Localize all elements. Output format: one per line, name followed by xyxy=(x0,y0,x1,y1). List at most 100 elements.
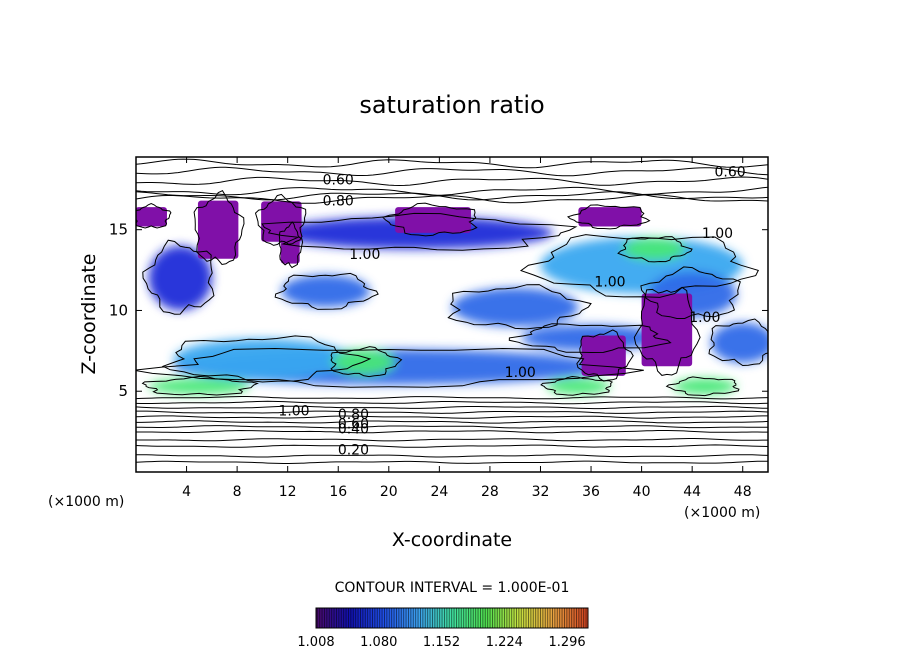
x-unit-left: (×1000 m) xyxy=(48,494,124,510)
colorbar-tick-label-4: 1.296 xyxy=(548,635,585,650)
contour-label-3: 1.00 xyxy=(702,226,733,242)
saturation-contour-0 xyxy=(136,347,644,388)
x-tick-label-1: 8 xyxy=(233,484,242,500)
x-tick-label-10: 44 xyxy=(683,484,701,500)
x-axis-ticks: 4 8 12 16 20 24 28 32 36 40 44 48 xyxy=(182,157,752,500)
x-tick-label-4: 20 xyxy=(380,484,398,500)
violet-region-7 xyxy=(136,207,167,227)
lower-contour-9 xyxy=(136,405,768,410)
x-unit-right: (×1000 m) xyxy=(684,505,760,521)
supersaturated-region-4 xyxy=(546,378,611,395)
saturation-contour-4 xyxy=(540,375,613,396)
y-tick-label-0: 5 xyxy=(118,382,128,400)
supersaturated-region-8 xyxy=(452,287,579,327)
saturation-contour-19 xyxy=(633,286,701,376)
upper-contour-1 xyxy=(136,191,768,201)
saturation-contour-13 xyxy=(274,272,379,310)
lower-contour-4 xyxy=(136,429,768,434)
saturation-contour-5 xyxy=(665,376,740,397)
x-tick-label-0: 4 xyxy=(182,484,191,500)
supersaturated-region-14 xyxy=(711,322,768,363)
x-tick-label-8: 36 xyxy=(582,484,600,500)
violet-region-3 xyxy=(578,207,642,227)
lower-contour-3 xyxy=(136,438,768,442)
lower-contour-8 xyxy=(136,410,768,414)
saturation-contour-11 xyxy=(142,239,215,315)
saturation-contour-17 xyxy=(381,202,478,237)
colorbar-frame xyxy=(315,607,589,629)
saturation-contour-2 xyxy=(330,346,403,378)
saturation-contour-12 xyxy=(508,323,672,354)
violet-region-4 xyxy=(641,293,693,367)
colorbar-ticks: 1.008 1.080 1.152 1.224 1.296 xyxy=(297,635,585,650)
upper-contour-3 xyxy=(136,176,768,187)
y-axis-ticks: 5 10 15 xyxy=(109,221,768,400)
saturation-contour-8 xyxy=(447,284,592,330)
saturation-contour-21 xyxy=(278,221,304,269)
saturation-contour-22 xyxy=(136,203,172,229)
supersaturated-region-3 xyxy=(148,378,250,395)
contour-label-2: 0.60 xyxy=(714,165,745,181)
lower-contour-1 xyxy=(136,454,768,458)
supersaturation-fills xyxy=(136,200,768,395)
saturation-contour-6 xyxy=(519,234,760,298)
x-tick-label-11: 48 xyxy=(734,484,752,500)
saturation-contour-1 xyxy=(161,335,372,383)
x-tick-label-9: 40 xyxy=(633,484,651,500)
supersaturated-region-5 xyxy=(673,378,737,395)
y-axis-label: Z-coordinate xyxy=(78,254,100,375)
lower-contour-11 xyxy=(136,396,768,400)
lower-contour-2 xyxy=(136,444,768,448)
upper-contour-2 xyxy=(136,186,768,196)
lower-contour-0 xyxy=(136,460,768,464)
colorbar-tick-label-1: 1.080 xyxy=(360,635,397,650)
upper-contour-5 xyxy=(136,158,768,169)
colorbar: 1.008 1.080 1.152 1.224 1.296 xyxy=(297,607,589,650)
plot-frame xyxy=(135,156,769,473)
contour-label-5: 1.00 xyxy=(689,310,720,326)
colorbar-tick-label-0: 1.008 xyxy=(297,635,334,650)
colorbar-stripes xyxy=(316,608,588,628)
lower-contour-5 xyxy=(136,425,768,429)
x-tick-label-3: 16 xyxy=(329,484,347,500)
plot-area: 0.600.800.601.001.001.001.00 0.800.600.40… xyxy=(135,156,769,473)
saturation-contour-9 xyxy=(261,212,578,251)
x-axis-label: X-coordinate xyxy=(392,529,512,551)
violet-region-2 xyxy=(395,207,471,233)
contour-lines xyxy=(136,158,768,464)
saturation-contour-14 xyxy=(708,318,768,367)
saturation-contour-16 xyxy=(254,193,307,246)
saturation-contour-7 xyxy=(617,236,693,263)
supersaturated-region-7 xyxy=(622,237,686,261)
saturation-contour-18 xyxy=(566,204,651,230)
contour-labels: 0.600.800.601.001.001.001.00 0.800.600.40… xyxy=(278,165,745,459)
x-tick-label-2: 12 xyxy=(279,484,297,500)
supersaturated-region-11 xyxy=(148,245,212,311)
supersaturated-region-13 xyxy=(281,274,370,308)
lower-contour-7 xyxy=(136,415,768,419)
y-tick-label-2: 15 xyxy=(109,221,128,239)
contour-label-9: 0.40 xyxy=(338,421,369,437)
colorbar-tick-label-2: 1.152 xyxy=(423,635,460,650)
lower-contour-6 xyxy=(136,420,768,424)
saturation-contour-3 xyxy=(141,375,259,396)
x-tick-label-5: 24 xyxy=(430,484,448,500)
supersaturated-region-1 xyxy=(173,338,351,380)
saturation-contour-15 xyxy=(193,190,245,266)
colorbar-tick-label-3: 1.224 xyxy=(486,635,523,650)
upper-contour-4 xyxy=(136,166,768,177)
contour-label-12: 1.00 xyxy=(349,247,380,263)
contour-label-8: 0.60 xyxy=(338,417,369,433)
x-tick-label-7: 32 xyxy=(532,484,550,500)
y-tick-label-1: 10 xyxy=(109,301,128,319)
contour-label-6: 1.00 xyxy=(278,404,309,420)
lower-contour-10 xyxy=(136,400,768,405)
contour-label-11: 1.00 xyxy=(505,365,536,381)
contour-label-10: 0.20 xyxy=(338,442,369,458)
violet-region-5 xyxy=(581,335,626,376)
contour-label-7: 0.80 xyxy=(338,407,369,423)
contour-label-1: 0.80 xyxy=(323,194,354,210)
contour-label-0: 0.60 xyxy=(323,173,354,189)
x-tick-label-6: 28 xyxy=(481,484,499,500)
